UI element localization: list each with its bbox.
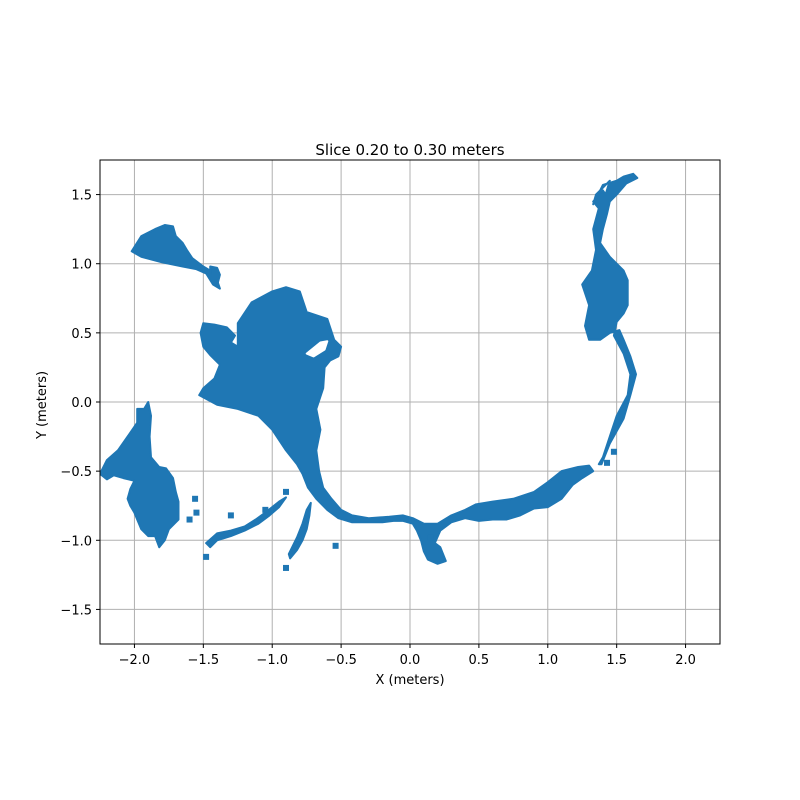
y-tick-label: 1.0 bbox=[71, 258, 92, 273]
y-tick-label: 0.5 bbox=[71, 327, 92, 342]
y-tick-label: −1.0 bbox=[60, 534, 92, 549]
point-cloud-right-arc bbox=[581, 172, 639, 466]
data-points bbox=[100, 172, 639, 571]
y-tick-label: 1.5 bbox=[71, 189, 92, 204]
y-tick-label: 0.0 bbox=[71, 396, 92, 411]
data-point bbox=[227, 512, 234, 519]
point-cloud-upper-left-fragment bbox=[209, 265, 221, 287]
data-point bbox=[604, 459, 611, 466]
plot-area: −2.0 −1.5 −1.0 −0.5 0.0 0.5 1.0 1.5 2.0 1.5 1.0 0.… bbox=[60, 159, 721, 668]
point-cloud-left-cluster bbox=[100, 401, 180, 549]
x-tick-label: 0.0 bbox=[400, 653, 421, 668]
y-axis-ticks: 1.5 1.0 0.5 0.0 −0.5 −1.0 −1.5 bbox=[60, 189, 100, 618]
chart-title: Slice 0.20 to 0.30 meters bbox=[315, 141, 504, 159]
x-tick-label: −1.0 bbox=[256, 653, 288, 668]
x-tick-label: 1.5 bbox=[606, 653, 627, 668]
x-tick-label: 0.5 bbox=[469, 653, 490, 668]
x-tick-label: 1.0 bbox=[537, 653, 558, 668]
x-tick-label: 2.0 bbox=[675, 653, 696, 668]
data-point bbox=[193, 509, 200, 516]
y-tick-label: −0.5 bbox=[60, 465, 92, 480]
data-point bbox=[186, 516, 193, 523]
data-point bbox=[283, 488, 289, 495]
y-tick-label: −1.5 bbox=[60, 603, 92, 618]
x-tick-label: −2.0 bbox=[119, 653, 151, 668]
x-tick-label: −0.5 bbox=[325, 653, 357, 668]
data-point bbox=[192, 495, 199, 502]
point-cloud-upper-left-blob bbox=[130, 224, 221, 290]
data-point bbox=[262, 506, 269, 513]
y-axis-label: Y (meters) bbox=[35, 371, 50, 440]
point-cloud-central-mass bbox=[198, 286, 595, 565]
data-point bbox=[610, 448, 617, 455]
point-cloud-central-hole bbox=[305, 340, 329, 358]
point-cloud-lower-left-strand bbox=[205, 496, 287, 549]
x-tick-label: −1.5 bbox=[188, 653, 220, 668]
x-axis-ticks: −2.0 −1.5 −1.0 −0.5 0.0 0.5 1.0 1.5 2.0 bbox=[119, 644, 696, 668]
data-point bbox=[332, 542, 339, 549]
x-axis-label: X (meters) bbox=[375, 673, 444, 688]
data-point bbox=[203, 553, 210, 560]
data-point bbox=[427, 534, 434, 541]
point-cloud-lower-mid-strand bbox=[287, 501, 312, 560]
data-point bbox=[283, 564, 289, 571]
